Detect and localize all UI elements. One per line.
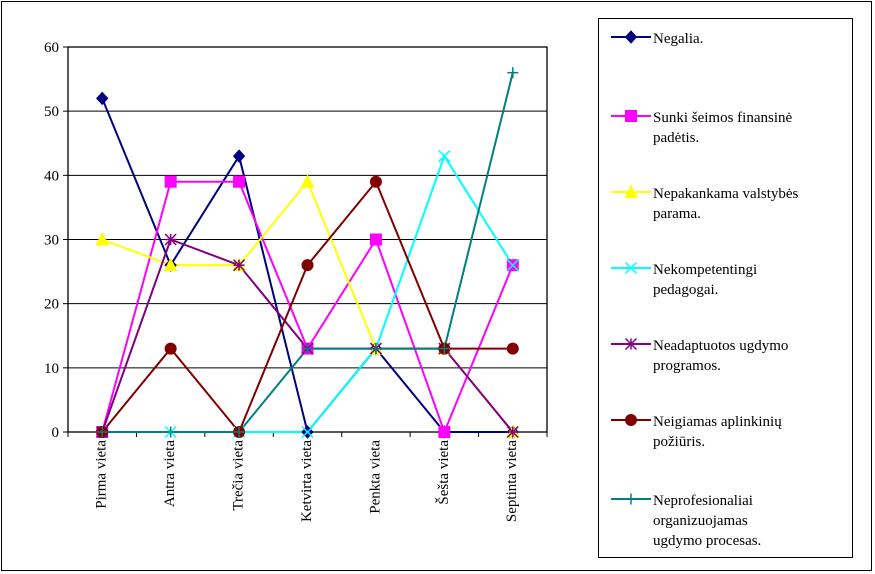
legend-marker xyxy=(611,261,651,275)
legend-marker xyxy=(611,337,651,351)
data-point xyxy=(302,343,313,355)
series-line-3 xyxy=(101,179,514,433)
legend-label-line: Neadaptuotos ugdymo xyxy=(653,338,789,354)
x-tick-label: Ketvirta vieta xyxy=(299,440,315,522)
y-tick-label: 40 xyxy=(44,168,59,184)
legend-label-line: padėtis. xyxy=(653,130,700,146)
legend-label: Nepakankama valstybės parama. xyxy=(653,184,848,224)
data-point xyxy=(233,426,245,438)
legend-symbol xyxy=(624,30,638,44)
data-point xyxy=(95,231,110,246)
data-point xyxy=(300,174,315,188)
x-tick-label: Trečia vieta xyxy=(231,440,247,511)
y-tick-label: 0 xyxy=(52,425,60,441)
series-points-7 xyxy=(96,67,519,438)
data-point xyxy=(506,259,519,272)
data-point xyxy=(506,342,519,355)
x-tick-label: Antra vieta xyxy=(162,440,178,507)
legend-marker xyxy=(611,184,651,198)
data-point xyxy=(507,67,519,79)
legend-symbol xyxy=(624,184,638,198)
chart-legend: Negalia. Sunki šeimos finansinė padėtis. Ne… xyxy=(598,18,853,558)
legend-marker xyxy=(611,30,651,44)
data-point xyxy=(232,149,246,163)
legend-label: Neadaptuotos ugdymo programos. xyxy=(653,336,848,376)
legend-label-line: Neprofesionaliai xyxy=(653,493,753,509)
y-tick-label: 60 xyxy=(44,40,59,56)
legend-symbol xyxy=(625,493,637,505)
data-point xyxy=(165,426,177,438)
data-point xyxy=(233,175,246,188)
data-point xyxy=(438,343,450,355)
data-point xyxy=(369,233,382,246)
data-point xyxy=(438,426,451,438)
series-line-7 xyxy=(102,72,514,433)
legend-label-line: pedagogai. xyxy=(653,282,719,298)
legend-label-line: parama. xyxy=(653,206,701,222)
series-line-4 xyxy=(102,153,514,433)
x-tick-label: Penkta vieta xyxy=(367,440,383,514)
legend-symbol xyxy=(625,414,637,426)
data-point xyxy=(163,257,178,272)
legend-symbol xyxy=(625,110,637,122)
data-point xyxy=(301,425,314,439)
legend-symbol xyxy=(624,261,638,275)
data-point xyxy=(233,259,246,272)
x-tick-label: Pirma vieta xyxy=(94,440,110,509)
legend-label-line: Negalia. xyxy=(653,31,704,47)
legend-symbol xyxy=(624,337,638,351)
legend-label: Sunki šeimos finansinė padėtis. xyxy=(653,108,848,148)
data-point xyxy=(301,259,314,272)
x-tick-label: Šešta vieta xyxy=(435,440,452,505)
y-tick-label: 50 xyxy=(44,104,59,120)
series-points-4 xyxy=(96,150,519,439)
legend-label-line: Neigiamas aplinkinių xyxy=(653,414,782,430)
data-point xyxy=(164,175,177,188)
legend-label: Nekompetentingi pedagogai. xyxy=(653,260,848,300)
y-tick-label: 30 xyxy=(44,233,59,249)
series-line-6 xyxy=(101,179,513,434)
data-point xyxy=(370,343,382,355)
legend-marker xyxy=(611,414,651,426)
legend-label-line: požiūris. xyxy=(653,434,706,450)
legend-marker xyxy=(611,493,651,505)
legend-label-line: ugdymo procesas. xyxy=(653,533,762,549)
legend-label: Neigiamas aplinkinių požiūris. xyxy=(653,412,848,452)
data-point xyxy=(164,233,177,246)
legend-label-line: Sunki šeimos finansinė xyxy=(653,110,793,126)
legend-label-line: Nekompetentingi xyxy=(653,262,758,278)
legend-label-line: programos. xyxy=(653,358,721,374)
legend-label: Neprofesionaliai organizuojamas ugdymo pro… xyxy=(653,491,848,551)
y-tick-label: 20 xyxy=(44,297,59,313)
legend-marker xyxy=(611,110,651,122)
data-point xyxy=(164,342,177,355)
data-point xyxy=(96,426,108,438)
legend-label: Negalia. xyxy=(653,29,848,49)
x-tick-label: Septinta vieta xyxy=(504,440,520,522)
data-point xyxy=(369,175,382,188)
series-line-2 xyxy=(101,180,514,435)
legend-label-line: organizuojamas xyxy=(653,513,748,529)
data-point xyxy=(96,91,109,106)
data-point xyxy=(506,425,519,439)
y-tick-label: 10 xyxy=(44,361,59,377)
legend-label-line: Nepakankama valstybės xyxy=(653,186,799,202)
data-point xyxy=(438,150,451,163)
